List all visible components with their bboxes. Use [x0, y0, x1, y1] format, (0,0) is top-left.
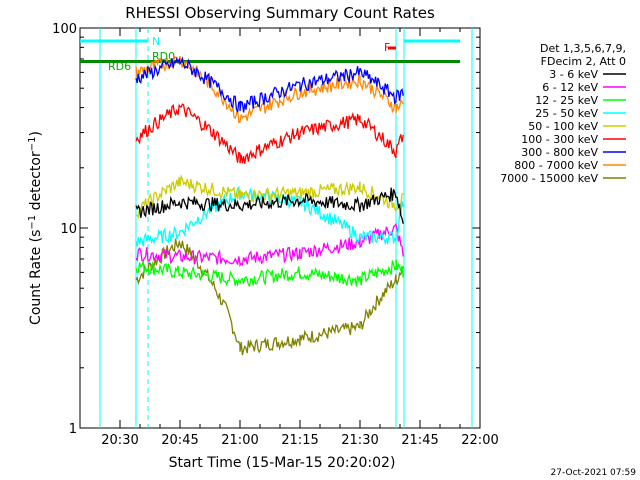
legend-label: 800 - 7000 keV — [514, 159, 598, 172]
x-axis-title: Start Time (15-Mar-15 20:20:02) — [169, 455, 396, 471]
legend-label: 50 - 100 keV — [528, 120, 598, 133]
y-axis-title-sup2: −1 — [27, 137, 38, 152]
y-axis-title-main: Count Rate (s — [28, 230, 44, 325]
y-axis-title-mid: detector — [28, 151, 44, 215]
annotation-label: N — [152, 35, 160, 48]
series-line-7000-15000keV — [135, 238, 404, 356]
annotation-label: F — [384, 41, 390, 54]
annotation-label: RD0 — [152, 50, 175, 63]
series-line-25-50keV — [135, 185, 404, 247]
series-line-12-25keV — [135, 259, 404, 288]
y-axis-title: Count Rate (s−1 detector−1) — [27, 131, 44, 325]
y-tick-label: 100 — [52, 22, 77, 37]
x-tick-label: 21:00 — [221, 433, 258, 448]
y-axis-title-end: ) — [28, 131, 44, 136]
chart-title: RHESSI Observing Summary Count Rates — [125, 4, 435, 22]
axis-ticks-group: 20:30 20:45 21:00 21:15 21:30 21:45 22:00 1 10 10… — [52, 22, 499, 448]
legend-label: 300 - 800 keV — [521, 146, 598, 159]
legend-label: 7000 - 15000 keV — [500, 172, 598, 185]
timestamp: 27-Oct-2021 07:59 — [551, 468, 637, 478]
x-tick-label: 21:30 — [341, 433, 378, 448]
legend-label: 12 - 25 keV — [535, 94, 598, 107]
x-tick-label: 20:30 — [101, 433, 138, 448]
legend-label: 3 - 6 keV — [549, 68, 598, 81]
legend-label: 25 - 50 keV — [535, 107, 598, 120]
plot-frame — [79, 27, 481, 429]
y-tick-label: 10 — [60, 222, 77, 237]
series-line-6-12keV — [135, 222, 404, 268]
annotation-label: RD6 — [108, 60, 131, 73]
x-tick-label: 21:45 — [401, 433, 438, 448]
legend-header-1: Det 1,3,5,6,7,9, — [540, 42, 626, 55]
legend-label: 100 - 300 keV — [521, 133, 598, 146]
series-line-100-300keV — [135, 103, 404, 164]
y-axis-title-sup1: −1 — [27, 215, 38, 230]
series-line-3-6keV — [135, 187, 404, 224]
y-tick-label: 1 — [69, 422, 77, 437]
legend-label: 6 - 12 keV — [542, 81, 598, 94]
series-line-50-100keV — [135, 174, 404, 220]
x-tick-label: 22:00 — [461, 433, 498, 448]
x-tick-label: 20:45 — [161, 433, 198, 448]
series-group — [135, 55, 404, 356]
x-tick-label: 21:15 — [281, 433, 318, 448]
series-line-300-800keV — [135, 56, 404, 113]
legend-header-2: FDecim 2, Att 0 — [541, 55, 626, 68]
